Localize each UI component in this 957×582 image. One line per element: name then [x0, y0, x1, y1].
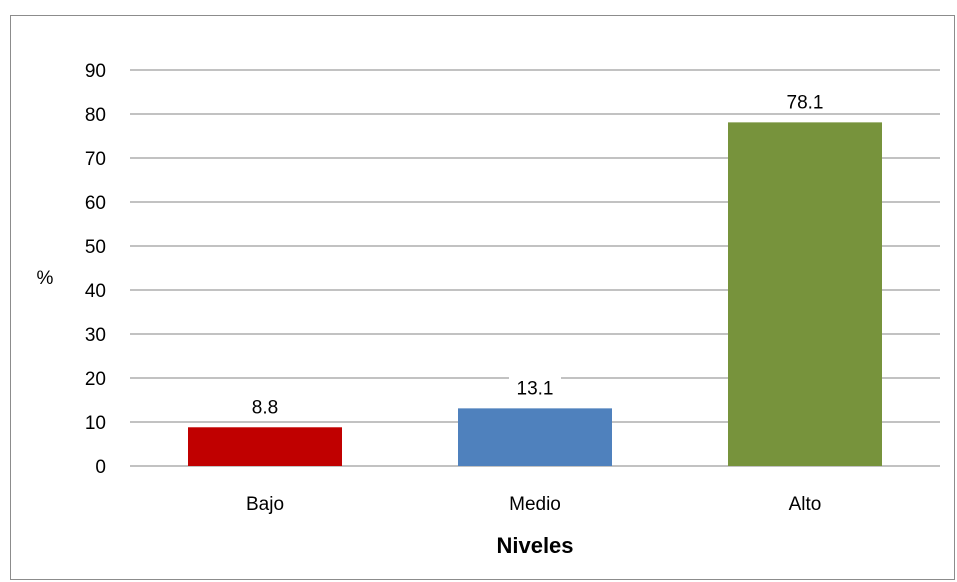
x-axis-title: Niveles — [496, 533, 573, 558]
y-axis-ticks: 0 10 20 30 40 50 60 70 80 90 — [85, 61, 106, 478]
bar-medio — [458, 408, 612, 466]
data-label-background — [509, 377, 561, 400]
y-tick-label: 10 — [85, 413, 106, 434]
y-tick-label: 90 — [85, 61, 106, 82]
y-tick-label: 20 — [85, 369, 106, 390]
bar-alto — [728, 122, 882, 467]
data-label-background — [779, 91, 831, 114]
y-axis-title: % — [37, 268, 54, 289]
data-label: 13.1 — [517, 378, 554, 399]
data-label: 8.8 — [252, 397, 278, 418]
y-tick-label: 40 — [85, 281, 106, 302]
y-tick-label: 60 — [85, 193, 106, 214]
y-tick-label: 80 — [85, 105, 106, 126]
y-tick-label: 50 — [85, 237, 106, 258]
y-tick-label: 70 — [85, 149, 106, 170]
y-tick-label: 0 — [95, 457, 106, 478]
x-category-label: Medio — [509, 494, 561, 515]
y-tick-label: 30 — [85, 325, 106, 346]
bar-bajo — [188, 427, 342, 466]
x-axis-categories: Bajo Medio Alto — [246, 494, 821, 515]
bars — [188, 122, 882, 467]
x-category-label: Bajo — [246, 494, 284, 515]
data-labels: 8.8 13.1 78.1 — [244, 91, 831, 419]
data-label: 78.1 — [787, 92, 824, 113]
data-label-background — [244, 396, 286, 419]
x-category-label: Alto — [789, 494, 822, 515]
